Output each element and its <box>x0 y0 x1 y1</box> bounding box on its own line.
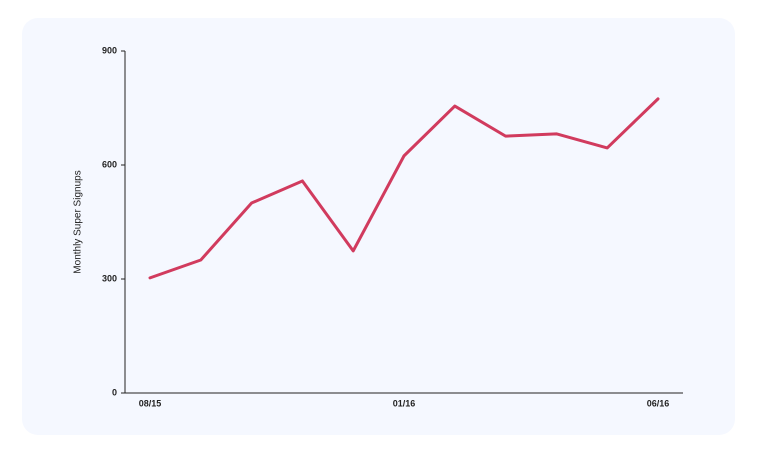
y-tick-label: 900 <box>102 45 117 55</box>
line-series <box>148 97 660 280</box>
x-tick-label: 08/15 <box>139 398 162 408</box>
card <box>22 18 735 435</box>
y-tick-label: 0 <box>112 387 117 397</box>
y-tick-label: 300 <box>102 273 117 283</box>
y-tick-label: 600 <box>102 159 117 169</box>
x-tick-label: 06/16 <box>647 398 670 408</box>
x-tick-label: 01/16 <box>393 398 416 408</box>
y-axis-label: Monthly Super Signups <box>73 170 84 273</box>
